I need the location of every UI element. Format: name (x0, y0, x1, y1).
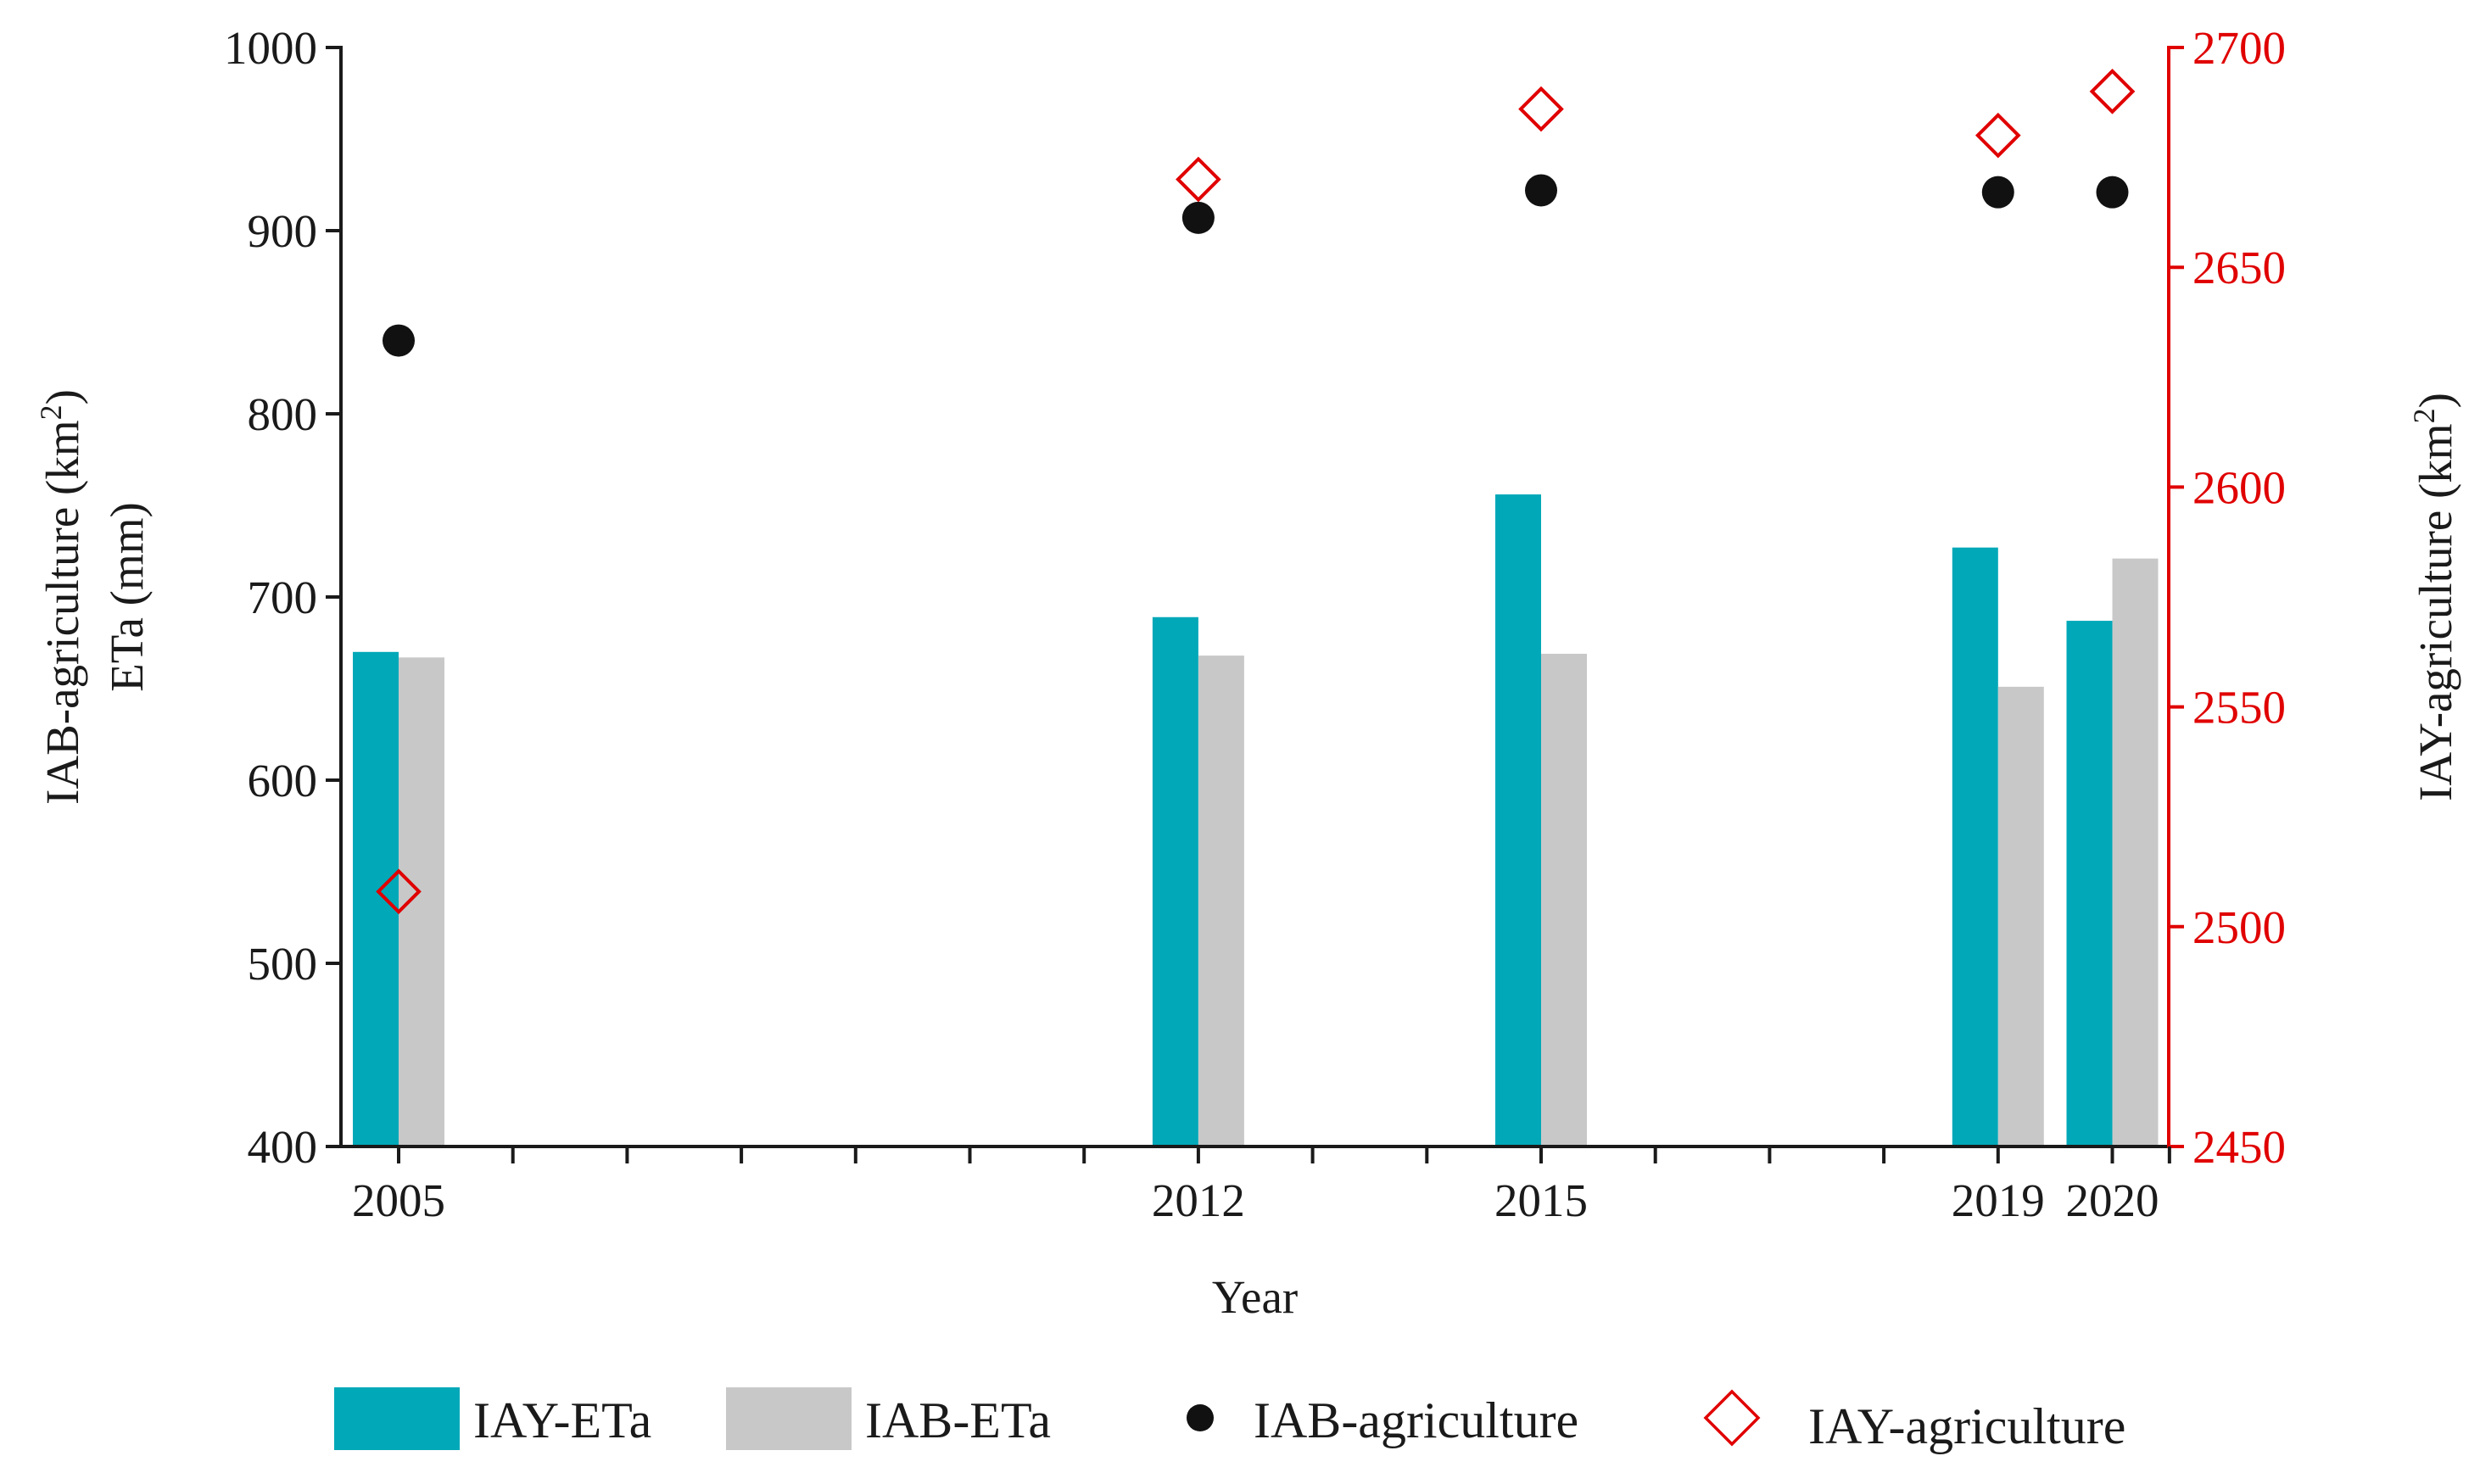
left-tick-label: 700 (248, 572, 318, 623)
x-axis-ticks: 2005 2012 2015 2019 2020 (352, 1146, 2171, 1226)
x-tick-label: 2012 (1152, 1174, 1245, 1226)
x-axis-title: Year (1212, 1271, 1298, 1323)
legend-item-iay-agriculture: IAY-agriculture (1703, 1389, 2125, 1454)
right-tick-label: 2550 (2192, 682, 2286, 734)
point-iab-agriculture-2015 (1525, 174, 1557, 207)
legend-label-iab-eta: IAB-ETa (865, 1392, 1051, 1448)
point-iay-agriculture-2005 (376, 868, 422, 915)
bar-iay-eta-2005 (353, 651, 399, 1146)
left-tick-label: 400 (248, 1121, 318, 1173)
legend: IAY-ETa IAB-ETa IAB-agriculture IAY-agri… (334, 1387, 2125, 1454)
point-iay-agriculture-2015 (1518, 86, 1564, 132)
x-tick-label: 2019 (1952, 1174, 2045, 1226)
point-iay-agriculture-2019 (1975, 112, 2021, 159)
left-tick-label: 800 (248, 388, 318, 440)
legend-swatch-iab-eta (726, 1387, 852, 1450)
bar-iay-eta-2015 (1495, 494, 1541, 1146)
bar-iay-eta-2012 (1152, 616, 1198, 1146)
left-axis-title-line1-close: ) (36, 389, 88, 404)
right-tick-label: 2450 (2192, 1121, 2286, 1173)
legend-item-iab-agriculture: IAB-agriculture (1187, 1392, 1578, 1448)
right-axis-ticks: 2450 2500 2550 2600 2650 2700 (2169, 22, 2286, 1173)
bar-iab-eta-2015 (1541, 653, 1587, 1146)
left-tick-label: 600 (248, 755, 318, 806)
right-tick-label: 2700 (2192, 22, 2286, 74)
point-iay-agriculture-2020 (2089, 69, 2136, 114)
bars-layer (353, 494, 2159, 1146)
legend-item-iay-eta: IAY-ETa (334, 1387, 651, 1450)
bar-iab-eta-2012 (1198, 656, 1244, 1146)
left-axis-title-line1: IAB-agriculture (km2) (34, 389, 88, 805)
point-iab-agriculture-2012 (1181, 201, 1215, 234)
bar-iay-eta-2019 (1952, 547, 1998, 1146)
legend-item-iab-eta: IAB-ETa (726, 1387, 1051, 1450)
left-axis-ticks: 400 500 600 700 800 900 1000 (224, 22, 341, 1173)
point-iab-agriculture-2019 (1981, 176, 2014, 209)
legend-swatch-iay-eta (334, 1387, 460, 1450)
bar-iab-eta-2020 (2112, 558, 2159, 1146)
left-axis-title-line1-text: IAB-agriculture (km (36, 420, 88, 805)
point-iab-agriculture-2005 (383, 324, 415, 357)
right-tick-label: 2500 (2192, 901, 2286, 953)
legend-label-iay-agriculture: IAY-agriculture (1808, 1398, 2125, 1454)
bar-iab-eta-2005 (399, 657, 444, 1146)
point-iay-agriculture-2012 (1176, 156, 1221, 203)
legend-marker-circle-icon (1187, 1404, 1214, 1431)
right-axis-title-superscript: 2 (2407, 408, 2441, 423)
legend-label-iab-agriculture: IAB-agriculture (1254, 1392, 1578, 1448)
left-tick-label: 1000 (224, 22, 317, 74)
left-axis-title-line2: ETa (mm) (101, 502, 153, 692)
left-tick-label: 900 (248, 205, 318, 257)
legend-label-iay-eta: IAY-ETa (473, 1392, 651, 1448)
point-iab-agriculture-2020 (2096, 176, 2129, 209)
x-tick-label: 2020 (2066, 1174, 2159, 1226)
right-tick-label: 2600 (2192, 461, 2286, 513)
axes-layer (339, 46, 2170, 1148)
bar-iab-eta-2019 (1997, 686, 2044, 1146)
bar-iay-eta-2020 (2066, 621, 2113, 1146)
x-tick-label: 2015 (1494, 1174, 1588, 1226)
right-tick-label: 2650 (2192, 242, 2286, 293)
markers-layer (376, 69, 2136, 915)
x-tick-label: 2005 (352, 1174, 445, 1226)
right-axis-title-close: ) (2410, 393, 2461, 408)
left-axis-title-superscript: 2 (34, 404, 68, 420)
legend-marker-diamond-icon (1703, 1389, 1761, 1447)
right-axis-title-text: IAY-agriculture (km (2410, 423, 2461, 801)
right-axis-title: IAY-agriculture (km2) (2407, 393, 2461, 801)
left-tick-label: 500 (248, 938, 318, 990)
